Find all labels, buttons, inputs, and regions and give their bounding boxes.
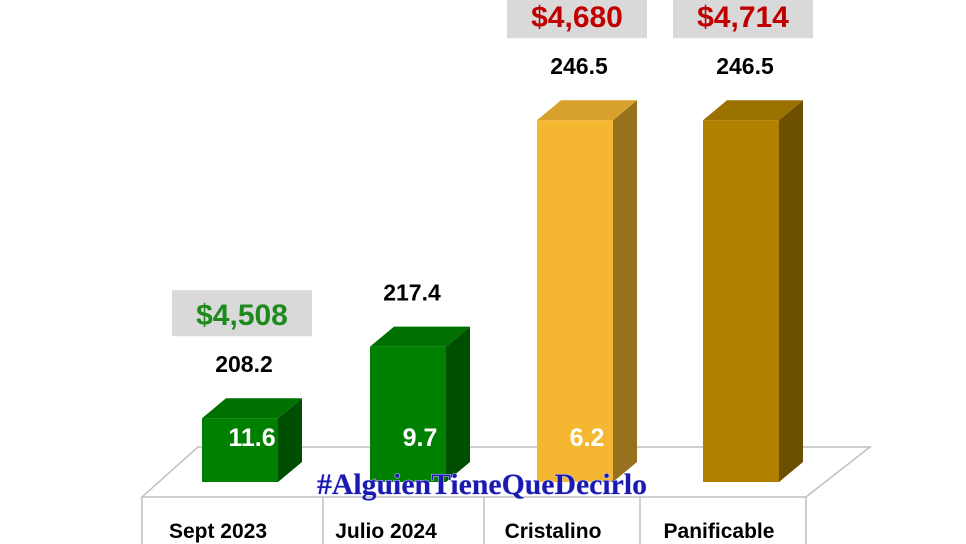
price-label: $4,508 — [196, 299, 288, 332]
category-label: Cristalino — [505, 520, 602, 543]
bar-top — [370, 326, 470, 347]
bar-top — [202, 398, 302, 419]
value-label: 208.2 — [215, 351, 273, 377]
bar-side — [779, 100, 803, 482]
bar-4 — [703, 100, 803, 482]
value-label: 246.5 — [550, 53, 608, 79]
inner-label: 6.2 — [570, 424, 605, 452]
bar-front — [537, 120, 613, 482]
value-label: 246.5 — [716, 53, 774, 79]
inner-label: 9.7 — [403, 424, 438, 452]
category-label: Sept 2023 — [169, 520, 267, 543]
watermark-hashtag: #AlguienTieneQueDecirlo — [317, 468, 647, 501]
bar-side — [446, 326, 470, 482]
value-label: 217.4 — [383, 280, 441, 306]
bar-3 — [537, 100, 637, 482]
bar-top — [703, 100, 803, 121]
bar-top — [537, 100, 637, 121]
bar-side — [278, 398, 302, 482]
bar-front — [703, 120, 779, 482]
bar-2 — [370, 326, 470, 482]
category-label: Panificable — [664, 520, 775, 543]
chart-floor — [140, 446, 873, 544]
price-label: $4,714 — [697, 1, 789, 34]
price-box — [172, 290, 312, 337]
price-box — [507, 0, 647, 39]
bar-1 — [202, 398, 302, 482]
bar-side — [613, 100, 637, 482]
category-label: Julio 2024 — [335, 520, 437, 543]
bar-front — [370, 346, 446, 482]
inner-label: 11.6 — [228, 424, 275, 452]
price-box — [673, 0, 813, 39]
bar-front — [202, 418, 278, 482]
price-label: $4,680 — [531, 1, 623, 34]
